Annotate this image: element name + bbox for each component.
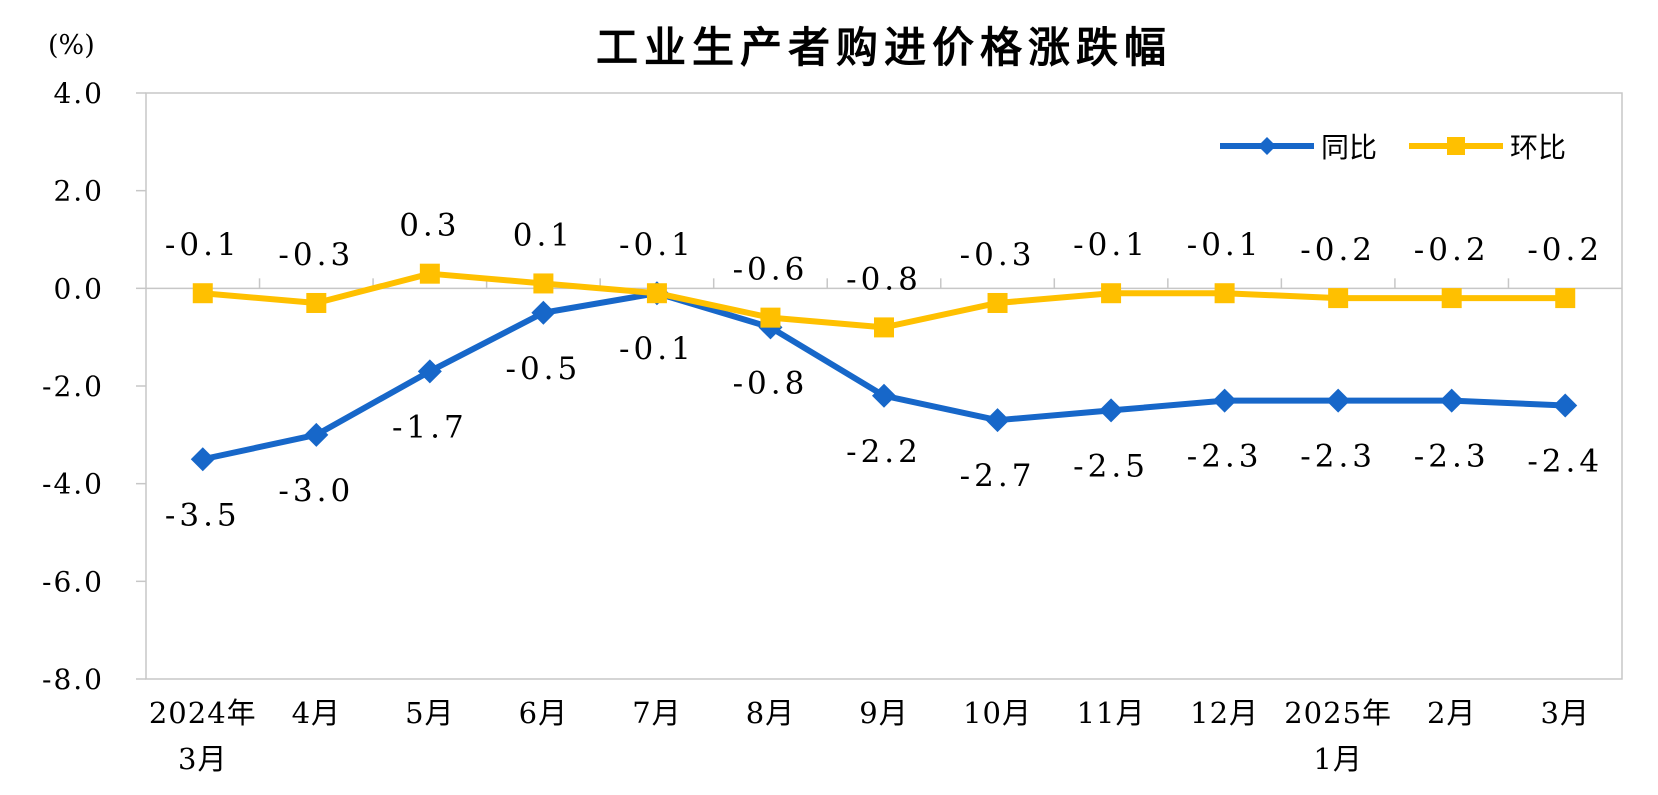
yoy-data-label: -3.0 (278, 473, 354, 509)
yoy-data-label: -1.7 (392, 409, 468, 445)
y-axis-tick-label: -4.0 (42, 468, 104, 501)
yoy-data-label: -0.5 (505, 351, 581, 387)
y-axis-tick-label: 2.0 (53, 175, 104, 208)
mom-square-marker-icon (760, 307, 781, 328)
mom-data-label: -0.6 (733, 252, 809, 288)
x-axis-category-label: 4月 (292, 696, 341, 730)
yoy-data-label: -2.7 (960, 458, 1036, 494)
yoy-diamond-marker-icon (1326, 388, 1351, 413)
chart-title: 工业生产者购进价格涨跌幅 (595, 23, 1172, 72)
mom-square-marker-icon (646, 283, 667, 304)
mom-data-label: -0.2 (1414, 232, 1490, 268)
mom-square-marker-icon (987, 292, 1008, 313)
yoy-data-label: -2.5 (1073, 448, 1149, 484)
x-axis-category-label: 8月 (746, 696, 795, 730)
yoy-data-label: -2.2 (846, 434, 922, 470)
legend: 同比 环比 (1218, 126, 1566, 166)
x-axis-category-label: 12月 (1190, 696, 1259, 730)
yoy-diamond-marker-icon (531, 300, 556, 325)
mom-legend-label: 环比 (1510, 131, 1567, 164)
x-axis-category-label: 3月 (1541, 696, 1590, 730)
yoy-legend-label: 同比 (1321, 131, 1378, 164)
mom-square-marker-icon (874, 317, 894, 338)
yoy-diamond-marker-icon (872, 383, 896, 408)
x-axis-category-label: 3月 (178, 742, 227, 776)
yoy-diamond-marker-icon (985, 408, 1010, 433)
yoy-data-label: -0.8 (733, 365, 809, 401)
y-axis-tick-label: -2.0 (42, 370, 104, 403)
mom-square-marker-icon (1101, 283, 1122, 304)
yoy-diamond-marker-icon (1212, 388, 1237, 413)
mom-square-marker-icon (533, 273, 554, 294)
x-axis-category-label: 1月 (1313, 742, 1362, 776)
mom-data-label: -0.3 (960, 237, 1036, 273)
mom-square-marker-icon (419, 263, 440, 284)
x-axis-category-label: 9月 (859, 696, 908, 730)
x-axis-category-label: 5月 (405, 696, 454, 730)
mom-data-label: -0.2 (1527, 232, 1603, 268)
yoy-diamond-marker-icon (304, 422, 329, 447)
yoy-diamond-marker-icon (1439, 388, 1464, 413)
yoy-data-label: -2.4 (1527, 444, 1603, 480)
mom-data-label: -0.1 (1187, 227, 1263, 263)
mom-data-label: -0.8 (846, 261, 922, 297)
y-axis-tick-label: -6.0 (42, 565, 104, 598)
yoy-data-label: -2.3 (1414, 439, 1490, 475)
mom-data-label: -0.1 (1073, 227, 1149, 263)
mom-data-label: -0.2 (1300, 232, 1376, 268)
x-axis-category-label: 7月 (632, 696, 681, 730)
mom-square-marker-icon (1441, 288, 1462, 309)
mom-data-label: -0.1 (619, 227, 695, 263)
x-axis-category-label: 11月 (1077, 696, 1146, 730)
mom-data-label: -0.1 (165, 227, 241, 263)
x-axis-category-label: 6月 (519, 696, 568, 730)
mom-legend-swatch (1409, 137, 1504, 155)
x-axis-category-label: 2025年 (1284, 696, 1392, 730)
mom-data-label: 0.1 (513, 217, 574, 253)
mom-data-label: 0.3 (399, 208, 460, 244)
legend-item-yoy: 同比 (1218, 126, 1377, 166)
yoy-diamond-marker-icon (417, 359, 442, 384)
mom-square-marker-icon (1555, 288, 1576, 309)
yoy-diamond-marker-icon (190, 447, 215, 472)
mom-square-marker-icon (306, 292, 327, 313)
yoy-data-label: -2.3 (1300, 439, 1376, 475)
mom-square-marker-icon (1214, 283, 1235, 304)
yoy-diamond-marker-icon (1553, 393, 1578, 418)
mom-square-marker-icon (1328, 288, 1349, 309)
mom-legend-square-marker-icon (1447, 137, 1466, 155)
yoy-data-label: -2.3 (1187, 439, 1263, 475)
x-axis-category-label: 10月 (963, 696, 1032, 730)
yoy-legend-diamond-marker-icon (1258, 137, 1276, 155)
legend-item-mom: 环比 (1407, 126, 1566, 166)
x-axis-category-label: 2月 (1427, 696, 1476, 730)
y-axis-tick-label: 0.0 (53, 272, 104, 305)
mom-data-label: -0.3 (278, 237, 354, 273)
mom-square-marker-icon (192, 283, 213, 304)
y-axis-unit-label: (%) (48, 30, 95, 61)
y-axis-tick-label: -8.0 (42, 663, 104, 696)
x-axis-category-label: 2024年 (149, 696, 257, 730)
yoy-diamond-marker-icon (1099, 398, 1124, 423)
yoy-legend-swatch (1220, 137, 1314, 155)
yoy-data-label: -0.1 (619, 331, 695, 367)
y-axis-tick-label: 4.0 (53, 77, 104, 110)
yoy-data-label: -3.5 (165, 497, 241, 533)
